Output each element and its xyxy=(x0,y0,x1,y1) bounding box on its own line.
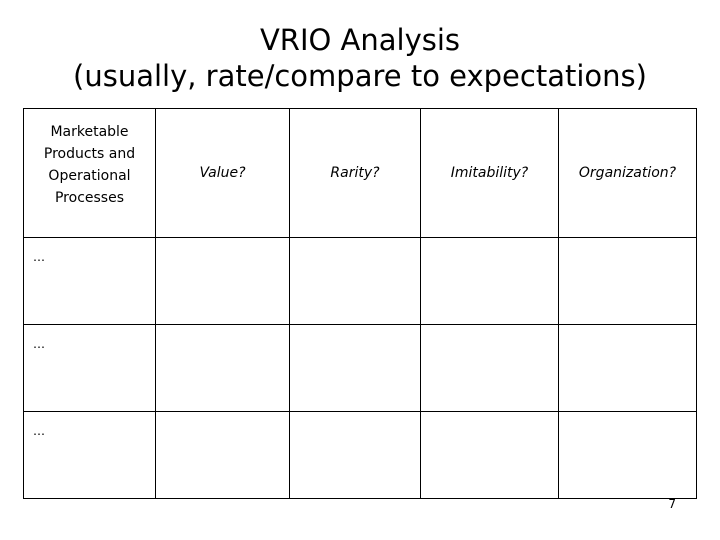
table-cell-rarity xyxy=(289,324,421,412)
slide-title: VRIO Analysis (usually, rate/compare to … xyxy=(0,22,720,94)
table-cell-organization xyxy=(558,411,697,499)
title-line-subtitle: (usually, rate/compare to expectations) xyxy=(73,59,647,93)
table-cell-rarity xyxy=(289,237,421,325)
table-cell-imitability xyxy=(420,237,559,325)
table-row: … xyxy=(23,411,697,499)
header-imitability: Imitability? xyxy=(420,108,559,238)
header-products-processes: Marketable Products and Operational Proc… xyxy=(23,108,156,238)
table-cell-value xyxy=(155,324,290,412)
table-cell-value xyxy=(155,237,290,325)
table-cell-item: … xyxy=(23,411,156,499)
header-organization: Organization? xyxy=(558,108,697,238)
table-cell-organization xyxy=(558,324,697,412)
table-cell-item: … xyxy=(23,324,156,412)
table-header-row: Marketable Products and Operational Proc… xyxy=(23,108,697,238)
page-number: 7 xyxy=(668,497,676,511)
header-rarity: Rarity? xyxy=(289,108,421,238)
table-cell-organization xyxy=(558,237,697,325)
header-value: Value? xyxy=(155,108,290,238)
table-cell-imitability xyxy=(420,411,559,499)
table-cell-imitability xyxy=(420,324,559,412)
vrio-table: Marketable Products and Operational Proc… xyxy=(23,108,697,499)
table-cell-value xyxy=(155,411,290,499)
table-row: … xyxy=(23,237,697,325)
table-cell-rarity xyxy=(289,411,421,499)
table-row: … xyxy=(23,324,697,412)
table-cell-item: … xyxy=(23,237,156,325)
title-line-main: VRIO Analysis xyxy=(259,23,461,57)
